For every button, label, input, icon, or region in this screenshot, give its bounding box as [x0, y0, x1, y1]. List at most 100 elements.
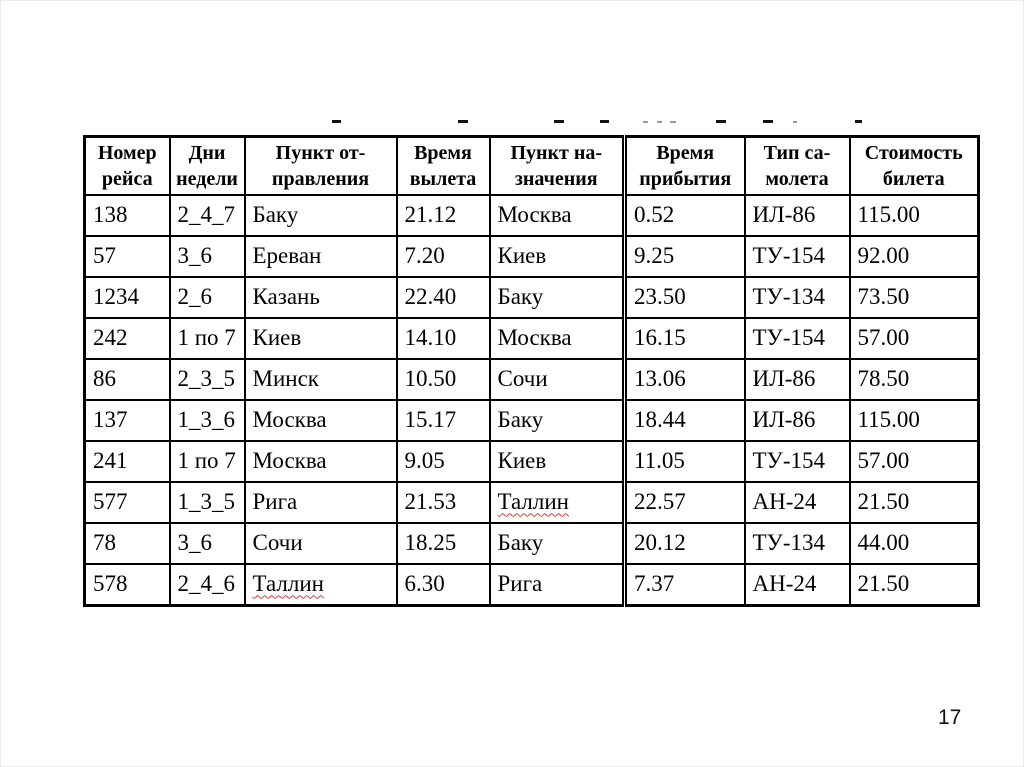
- table-cell: 21.50: [848, 481, 980, 524]
- table-cell: ТУ-154: [743, 440, 851, 483]
- table-cell: 137: [83, 399, 171, 442]
- table-row: 242 1 по 7 Киев 14.10 Москва 16.15 ТУ-15…: [83, 317, 980, 360]
- table-row: 78 3_6 Сочи 18.25 Баку 20.12 ТУ-134 44.0…: [83, 522, 980, 565]
- table-cell: 1 по 7: [168, 440, 246, 483]
- table-cell: ТУ-154: [743, 317, 851, 360]
- table-cell: 2_3_5: [168, 358, 246, 401]
- table-cell: ИЛ-86: [743, 358, 851, 401]
- column-header-destination: Пункт на- значения: [488, 135, 626, 196]
- table-row: 577 1_3_5 Рига 21.53 Таллин 22.57 АН-24 …: [83, 481, 980, 524]
- artifact-dash: [643, 121, 648, 123]
- table-cell: 1_3_5: [168, 481, 246, 524]
- table-cell: 3_6: [168, 522, 246, 565]
- table-cell: ТУ-134: [743, 522, 851, 565]
- table-cell: Москва: [243, 399, 398, 442]
- table-cell: Киев: [243, 317, 398, 360]
- column-header-arrival-time: Время прибытия: [622, 135, 746, 196]
- table-row: 578 2_4_6 Таллин 6.30 Рига 7.37 АН-24 21…: [83, 563, 980, 607]
- artifact-dash: [855, 120, 862, 123]
- table-cell: 23.50: [622, 276, 746, 319]
- table-cell: ТУ-154: [743, 235, 851, 278]
- artifact-dash: [670, 121, 676, 123]
- artifact-dash: [793, 121, 797, 123]
- table-cell: ИЛ-86: [743, 194, 851, 237]
- table-cell: 15.17: [395, 399, 491, 442]
- table-cell: 0.52: [622, 194, 746, 237]
- table-cell: 57: [83, 235, 171, 278]
- artifact-dash: [763, 120, 773, 123]
- table-cell: 73.50: [848, 276, 980, 319]
- column-header-departure: Пункт от- правления: [243, 135, 398, 196]
- table-cell: 22.57: [622, 481, 746, 524]
- table-cell: 241: [83, 440, 171, 483]
- table-cell: 16.15: [622, 317, 746, 360]
- table-cell: 21.53: [395, 481, 491, 524]
- table-cell: Минск: [243, 358, 398, 401]
- table-cell: Сочи: [243, 522, 398, 565]
- table-cell: 1_3_6: [168, 399, 246, 442]
- column-header-ticket-price: Стоимость билета: [848, 135, 980, 196]
- table-cell: Москва: [243, 440, 398, 483]
- table-cell: 7.20: [395, 235, 491, 278]
- table-cell: Казань: [243, 276, 398, 319]
- page-number: 17: [938, 706, 962, 729]
- table-cell: ТУ-134: [743, 276, 851, 319]
- table-row: 137 1_3_6 Москва 15.17 Баку 18.44 ИЛ-86 …: [83, 399, 980, 442]
- table-row: 86 2_3_5 Минск 10.50 Сочи 13.06 ИЛ-86 78…: [83, 358, 980, 401]
- table-cell: 2_4_7: [168, 194, 246, 237]
- artifact-dash: [716, 120, 726, 123]
- table-cell: 18.25: [395, 522, 491, 565]
- table-cell: 2_6: [168, 276, 246, 319]
- table-cell: Москва: [488, 317, 626, 360]
- table-cell: 22.40: [395, 276, 491, 319]
- table-cell: Рига: [243, 481, 398, 524]
- table-cell: 57.00: [848, 440, 980, 483]
- table-cell: Киев: [488, 235, 626, 278]
- table-cell: АН-24: [743, 481, 851, 524]
- table-cell: Рига: [488, 563, 626, 607]
- table-cell: 13.06: [622, 358, 746, 401]
- table-cell: 1 по 7: [168, 317, 246, 360]
- table-cell: Баку: [488, 399, 626, 442]
- table-cell: 138: [83, 194, 171, 237]
- table-cell: Москва: [488, 194, 626, 237]
- table-cell: АН-24: [743, 563, 851, 607]
- table-cell: Баку: [488, 522, 626, 565]
- table-cell: Ереван: [243, 235, 398, 278]
- table-cell: 578: [83, 563, 171, 607]
- table-cell: 14.10: [395, 317, 491, 360]
- table-cell: 86: [83, 358, 171, 401]
- table-cell: 2_4_6: [168, 563, 246, 607]
- table-cell: 11.05: [622, 440, 746, 483]
- table-cell: 9.05: [395, 440, 491, 483]
- artifact-dash: [657, 121, 662, 123]
- artifact-dash: [600, 120, 609, 123]
- table-cell: 6.30: [395, 563, 491, 607]
- table-cell: 242: [83, 317, 171, 360]
- table-cell: 577: [83, 481, 171, 524]
- flights-table: Номер рейса Дни недели Пункт от- правлен…: [83, 135, 980, 607]
- table-cell: Баку: [243, 194, 398, 237]
- table-cell: 1234: [83, 276, 171, 319]
- table-cell: Таллин: [243, 563, 398, 607]
- table-cell: 78: [83, 522, 171, 565]
- artifact-dash: [554, 120, 564, 123]
- table-cell: 78.50: [848, 358, 980, 401]
- artifact-dash: [458, 120, 468, 123]
- table-cell: Баку: [488, 276, 626, 319]
- column-header-departure-time: Время вылета: [395, 135, 491, 196]
- column-header-flight-number: Номер рейса: [83, 135, 171, 196]
- artifact-dash: [332, 120, 341, 123]
- table-row: 57 3_6 Ереван 7.20 Киев 9.25 ТУ-154 92.0…: [83, 235, 980, 278]
- table-cell: 21.50: [848, 563, 980, 607]
- table-cell: 20.12: [622, 522, 746, 565]
- misspelled-word: Таллин: [497, 488, 569, 514]
- table-cell: Сочи: [488, 358, 626, 401]
- table-cell: 115.00: [848, 399, 980, 442]
- table-cell: 115.00: [848, 194, 980, 237]
- table-cell: 92.00: [848, 235, 980, 278]
- header-row: Номер рейса Дни недели Пункт от- правлен…: [83, 135, 980, 196]
- table-cell: 10.50: [395, 358, 491, 401]
- table-row: 138 2_4_7 Баку 21.12 Москва 0.52 ИЛ-86 1…: [83, 194, 980, 237]
